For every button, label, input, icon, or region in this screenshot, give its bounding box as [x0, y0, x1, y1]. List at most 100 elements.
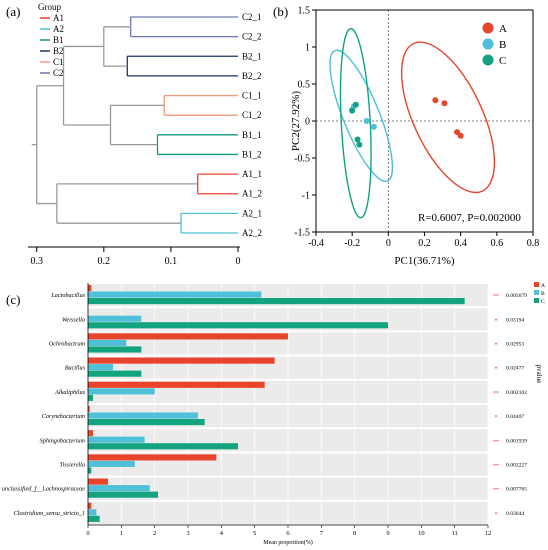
bar-pvalue: 0.02953 [506, 342, 524, 348]
pca-y-axis-label: PC2(27.92%) [290, 91, 302, 152]
pca-ellipse-A [400, 41, 496, 194]
bar-x-tick-label: 2 [153, 530, 156, 537]
pca-ellipse-B [329, 49, 394, 183]
bar-category-label: Bacillus [65, 365, 86, 372]
pca-point-B [370, 123, 377, 130]
bar-category-label: Weissella [62, 316, 85, 323]
pca-axis-ticks: -0.4 -0.2 0 0.2 0.4 0.6 0.8 1.5 1 0.5 0 -0.5 -1 -1.5 [294, 6, 539, 250]
bar-marks [88, 284, 465, 522]
bar-legend-label-B: B [541, 291, 545, 297]
pca-legend-label-A: A [499, 23, 507, 35]
leaf-label-C1_2: C1_2 [242, 110, 262, 120]
leaf-label-C2_2: C2_2 [242, 32, 262, 42]
leaf-label-B2_1: B2_1 [242, 51, 262, 61]
bar-C-unclassified_f__Lachnospiraceae [88, 491, 158, 498]
bar-B-Ochrobactrum [88, 339, 127, 347]
bar-pvalue: 0.002227 [506, 463, 527, 469]
pca-x-tick-label: -0.4 [308, 238, 324, 249]
bar-legend-swatch-B [534, 290, 539, 295]
bar-pvalue: 0.03044 [506, 511, 524, 517]
bar-C-Corynebacterium [88, 419, 205, 426]
bar-C-Weissella [88, 322, 388, 329]
pca-y-tick-label: -1 [302, 191, 310, 202]
bar-significance-mark: ** [493, 439, 499, 445]
bar-B-Bacillus [88, 364, 113, 371]
bar-B-Tissierella [88, 460, 135, 468]
pca-ellipse-C [339, 27, 372, 219]
legend-label-A2: A2 [53, 24, 64, 34]
dendrogram-x-axis: 0.3 0.2 0.1 0 [28, 246, 241, 267]
pca-x-tick-label: -0.2 [344, 238, 360, 249]
pca-x-tick-label: 0.8 [527, 238, 540, 249]
bar-significance-mark: ** [493, 464, 499, 470]
bar-A-Lactobacillus [88, 284, 92, 292]
leaf-label-A1_1: A1_1 [242, 169, 262, 179]
bar-A-Alkaliphilus [88, 381, 265, 388]
pca-x-tick-label: 0.4 [454, 238, 467, 249]
bar-pvalue-axis-label: pvalue [535, 365, 543, 384]
legend-label-C2: C2 [53, 68, 64, 78]
leaf-label-B1_1: B1_1 [242, 130, 262, 140]
bar-A-Sphingobacterium [88, 430, 93, 437]
bar-pvalue: 0.04407 [506, 414, 524, 420]
bar-x-axis-label: Mean proportion(%) [263, 539, 313, 546]
bar-B-unclassified_f__Lachnospiraceae [88, 485, 150, 492]
bar-legend-label-C: C [541, 299, 545, 305]
bar-significance-mark: * [495, 318, 498, 324]
bar-category-label: Ochrobactrum [49, 341, 86, 348]
pca-legend-label-C: C [499, 55, 506, 67]
pca-y-tick-label: 1.5 [298, 6, 311, 17]
pca-y-tick-label: -1.5 [294, 228, 310, 239]
bar-x-tick-label: 10 [418, 530, 425, 537]
pca-y-tick-label: 0.5 [298, 80, 311, 91]
legend-label-A1: A1 [53, 13, 64, 23]
bar-C-Lactobacillus [88, 298, 465, 305]
bar-x-tick-label: 9 [386, 530, 389, 537]
bar-B-Corynebacterium [88, 412, 198, 419]
bar-significance-mark: ** [493, 488, 499, 494]
pca-legend-marker-B [482, 38, 494, 50]
dendrogram-tick-label: 0.2 [98, 256, 111, 267]
pca-x-axis-label: PC1(36.71%) [394, 255, 455, 267]
leaf-label-B2_2: B2_2 [242, 71, 262, 81]
legend-label-B1: B1 [53, 35, 64, 45]
bar-A-Tissierella [88, 454, 217, 461]
bar-legend-swatch-C [534, 298, 539, 303]
bar-pvalue: 0.007765 [506, 487, 527, 493]
bar-legend: ABC [534, 282, 545, 305]
bar-x-tick-label: 4 [220, 530, 224, 537]
bar-pvalue: 0.001939 [506, 438, 527, 444]
bar-pvalue: 0.005679 [506, 293, 527, 299]
bar-category-labels: Lactobacillus Weissella Ochrobactrum Bacill… [2, 292, 86, 517]
bar-B-Sphingobacterium [88, 436, 145, 443]
pca-point-B [363, 118, 370, 124]
leaf-label-B1_2: B1_2 [242, 149, 262, 159]
pca-y-tick-label: 1 [305, 43, 310, 54]
bar-x-tick-label: 8 [353, 530, 356, 537]
pca-y-tick-label: -0.5 [294, 154, 310, 165]
bar-pvalue: 0.02477 [506, 366, 524, 372]
bar-category-label: Clostridium_sensu_stricto_1 [13, 510, 85, 517]
pca-point-C [352, 101, 359, 108]
pca-point-A [457, 132, 464, 139]
bar-C-Tissierella [88, 467, 92, 474]
pca-legend-marker-C [482, 54, 494, 66]
bar-category-label: Corynebacterium [42, 413, 86, 420]
bar-legend-label-A: A [541, 283, 545, 289]
bar-B-Weissella [88, 315, 142, 322]
panel-label-a: (a) [6, 4, 20, 19]
pca-annotation: R=0.6007, P=0.002000 [418, 212, 521, 224]
legend-label-B2: B2 [53, 46, 64, 56]
bar-significance-mark: ** [493, 391, 499, 397]
bar-x-tick-label: 1 [120, 530, 123, 537]
bar-C-Sphingobacterium [88, 443, 238, 450]
bar-category-label: Alkaliphilus [54, 389, 85, 396]
leaf-label-C1_1: C1_1 [242, 91, 262, 101]
bar-category-label: Tissierella [59, 462, 85, 469]
dendrogram-tick-label: 0.3 [30, 256, 43, 267]
pca-ellipses [329, 27, 496, 219]
bar-A-Clostridium_sensu_stricto_1 [88, 502, 92, 509]
bar-C-Ochrobactrum [88, 346, 142, 353]
pca-panel: -0.4 -0.2 0 0.2 0.4 0.6 0.81.510.50-0.5-1-1.5 … [290, 6, 539, 268]
